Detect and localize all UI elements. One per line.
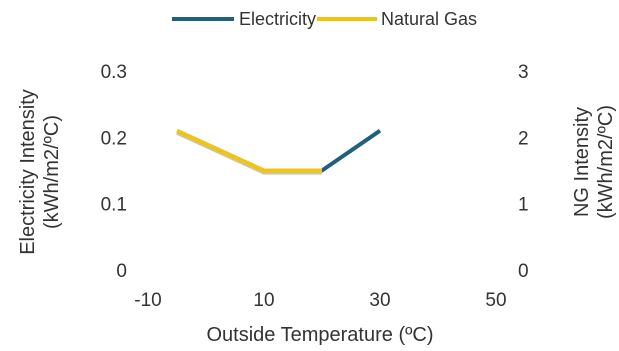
x-axis-title: Outside Temperature (ºC) — [206, 324, 433, 346]
natural-gas-line — [176, 128, 322, 173]
y-left-axis-title-line-2: (kWh/m2/ºC) — [41, 115, 63, 229]
x-axis-ticks: -10 10 30 50 — [134, 290, 506, 311]
y-left-tick-label: 0 — [116, 261, 127, 282]
y-left-tick-label: 0.3 — [101, 62, 127, 83]
y-left-tick-label: 0.2 — [101, 128, 127, 149]
y-left-tick-label: 0.1 — [101, 195, 127, 216]
y-right-axis-title-line-2: (kWh/m2/ºC) — [595, 105, 617, 219]
y-right-tick-label: 1 — [518, 195, 529, 216]
y-right-axis-title: NG Intensity (kWh/m2/ºC) — [571, 105, 617, 219]
y-right-tick-label: 0 — [518, 261, 529, 282]
y-right-axis-title-line-1: NG Intensity — [571, 107, 593, 217]
x-tick-label: 30 — [369, 290, 390, 311]
y-right-axis-ticks: 0 1 2 3 — [518, 62, 529, 282]
y-right-tick-label: 3 — [518, 62, 529, 83]
y-left-axis-title: Electricity Intensity (kWh/m2/ºC) — [17, 89, 63, 255]
x-tick-label: 50 — [485, 290, 506, 311]
legend-label-natural-gas: Natural Gas — [381, 9, 477, 29]
x-tick-label: 10 — [253, 290, 274, 311]
legend-item-electricity: Electricity — [172, 9, 316, 29]
legend: Electricity Natural Gas — [172, 9, 477, 29]
series-lines — [176, 128, 382, 175]
y-right-tick-label: 2 — [518, 128, 529, 149]
y-left-axis-ticks: 0 0.1 0.2 0.3 — [101, 62, 127, 282]
electricity-line — [264, 129, 382, 173]
x-tick-label: -10 — [134, 290, 161, 311]
legend-label-electricity: Electricity — [239, 9, 316, 29]
legend-item-natural-gas: Natural Gas — [317, 9, 477, 29]
y-left-axis-title-line-1: Electricity Intensity — [17, 89, 39, 255]
